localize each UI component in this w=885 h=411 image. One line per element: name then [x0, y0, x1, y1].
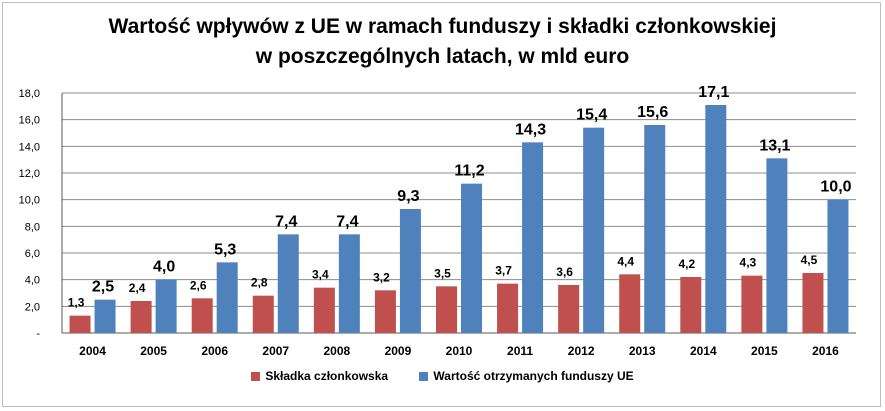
y-tick-label: 14,0 — [19, 141, 40, 153]
chart-title-line2: w poszczególnych latach, w mld euro — [255, 45, 630, 68]
bars — [69, 105, 849, 334]
legend-item-skladka: Składka członkowska — [251, 369, 388, 383]
y-tick-label: 4,0 — [25, 275, 40, 287]
gridlines — [61, 92, 856, 334]
bar-fundusze-2006 — [216, 262, 238, 333]
y-tick-label: 16,0 — [19, 115, 40, 127]
legend-label-fundusze: Wartość otrzymanych funduszy UE — [433, 369, 634, 383]
bar-skladka-2013 — [619, 274, 641, 333]
bar-skladka-2005 — [130, 301, 152, 333]
x-tick-label-2004: 2004 — [79, 344, 106, 358]
legend: Składka członkowska Wartość otrzymanych … — [0, 369, 885, 384]
legend-swatch-skladka — [251, 371, 261, 381]
y-axis-ticks: - 2,0 4,0 6,0 8,0 10,0 12,0 14,0 16,0 18,0 — [19, 88, 41, 340]
bar-fundusze-2010 — [461, 183, 482, 333]
data-label-fundusze-2013: 15,6 — [637, 104, 668, 121]
chart-title-line1: Wartość wpływów z UE w ramach funduszy i… — [108, 15, 777, 38]
y-tick-label: 18,0 — [19, 88, 40, 100]
data-label-skladka-2015: 4,3 — [740, 256, 757, 270]
bar-fundusze-2005 — [155, 279, 177, 333]
legend-label-skladka: Składka członkowska — [265, 369, 389, 383]
x-tick-label-2006: 2006 — [201, 344, 228, 358]
data-label-skladka-2004: 1,3 — [68, 296, 85, 310]
bar-fundusze-2013 — [644, 125, 666, 333]
data-label-skladka-2008: 3,4 — [312, 268, 329, 282]
data-label-fundusze-2008: 7,4 — [336, 213, 358, 230]
x-axis-ticks: 2004 2005 2006 2007 2008 2009 2010 2011 2012 2013… — [79, 344, 839, 358]
legend-item-fundusze: Wartość otrzymanych funduszy UE — [419, 369, 634, 383]
data-label-skladka-2005: 2,4 — [129, 281, 146, 295]
y-tick-label: 6,0 — [25, 248, 40, 260]
x-tick-label-2011: 2011 — [507, 344, 533, 358]
data-label-fundusze-2011: 14,3 — [515, 121, 546, 138]
legend-swatch-fundusze — [419, 371, 429, 381]
data-label-fundusze-2005: 4,0 — [153, 259, 175, 276]
x-tick-label-2016: 2016 — [812, 344, 839, 358]
bar-skladka-2006 — [191, 298, 213, 333]
data-label-skladka-2012: 3,6 — [556, 265, 573, 279]
bar-fundusze-2014 — [705, 105, 727, 333]
bar-skladka-2009 — [374, 290, 396, 333]
bar-fundusze-2011 — [522, 142, 544, 333]
x-tick-label-2013: 2013 — [629, 344, 656, 358]
bar-fundusze-2004 — [94, 299, 116, 333]
data-label-skladka-2006: 2,6 — [190, 278, 207, 292]
x-tick-label-2007: 2007 — [262, 344, 289, 358]
x-tick-label-2009: 2009 — [385, 344, 412, 358]
bar-fundusze-2008 — [338, 234, 360, 333]
bar-skladka-2014 — [680, 277, 702, 333]
data-label-fundusze-2010: 11,2 — [454, 163, 484, 180]
x-tick-label-2014: 2014 — [690, 344, 717, 358]
y-tick-label: 8,0 — [25, 221, 40, 233]
data-label-skladka-2007: 2,8 — [251, 276, 268, 290]
y-tick-label: 12,0 — [19, 168, 40, 180]
bar-skladka-2004 — [69, 315, 91, 333]
chart-frame — [2, 2, 881, 407]
bar-fundusze-2016 — [827, 199, 849, 333]
bar-fundusze-2009 — [399, 209, 421, 333]
x-tick-label-2012: 2012 — [568, 344, 595, 358]
bar-skladka-2011 — [497, 283, 519, 333]
data-label-fundusze-2012: 15,4 — [576, 107, 607, 124]
data-label-fundusze-2009: 9,3 — [397, 188, 419, 205]
y-tick-label: 10,0 — [19, 195, 40, 207]
data-label-fundusze-2007: 7,4 — [275, 213, 297, 230]
bar-skladka-2007 — [252, 295, 274, 333]
data-label-skladka-2011: 3,7 — [495, 264, 512, 278]
bar-skladka-2010 — [436, 286, 457, 333]
bar-skladka-2016 — [802, 273, 824, 333]
x-tick-label-2015: 2015 — [751, 344, 778, 358]
data-label-fundusze-2014: 17,1 — [698, 84, 729, 101]
data-label-fundusze-2004: 2,5 — [92, 279, 114, 296]
data-label-fundusze-2016: 10,0 — [820, 179, 851, 196]
y-tick-label: - — [36, 328, 40, 340]
bar-skladka-2015 — [741, 275, 763, 333]
data-label-fundusze-2006: 5,3 — [214, 241, 236, 258]
data-labels: 1,3 2,5 2,4 4,0 2,6 5,3 2,8 7,4 3,4 7,4 3,2 9,3 3,5 1… — [68, 84, 852, 310]
data-label-skladka-2016: 4,5 — [801, 253, 818, 267]
x-tick-label-2005: 2005 — [140, 344, 167, 358]
bar-fundusze-2007 — [277, 234, 299, 333]
bar-skladka-2008 — [313, 287, 335, 333]
y-tick-label: 2,0 — [25, 301, 40, 313]
bar-fundusze-2012 — [583, 127, 605, 334]
data-label-skladka-2014: 4,2 — [678, 257, 695, 271]
chart-title: Wartość wpływów z UE w ramach funduszy i… — [0, 12, 885, 72]
data-label-fundusze-2015: 13,1 — [759, 137, 790, 154]
x-tick-label-2010: 2010 — [446, 344, 473, 358]
x-tick-label-2008: 2008 — [323, 344, 350, 358]
data-label-skladka-2013: 4,4 — [617, 254, 634, 268]
data-label-skladka-2009: 3,2 — [373, 270, 390, 284]
bar-fundusze-2015 — [766, 158, 788, 333]
bar-skladka-2012 — [558, 285, 580, 333]
data-label-skladka-2010: 3,5 — [434, 266, 451, 280]
